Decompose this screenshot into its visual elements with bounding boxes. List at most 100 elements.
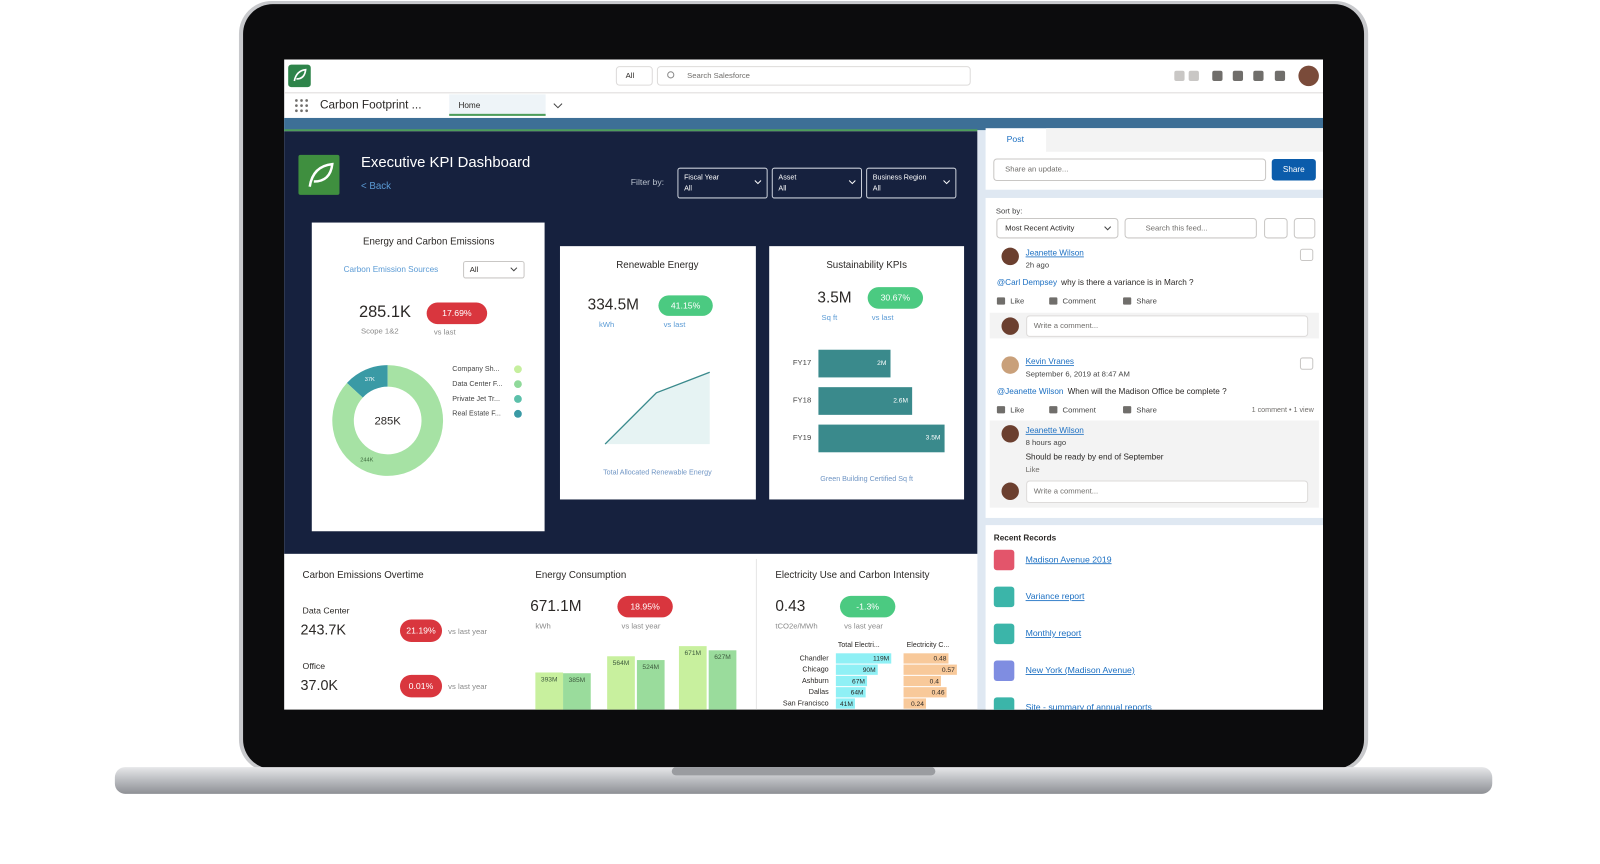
- action-label[interactable]: Comment: [1063, 297, 1097, 306]
- filter-select[interactable]: [771, 167, 863, 199]
- header-icon[interactable]: [1232, 70, 1244, 82]
- badge-sub: vs last: [872, 313, 895, 322]
- row-value: 243.7K: [301, 623, 347, 639]
- app-launcher-dot[interactable]: [295, 109, 298, 113]
- app-launcher-dot[interactable]: [300, 109, 303, 113]
- action-label[interactable]: Like: [1010, 297, 1024, 306]
- filter-button[interactable]: [1264, 217, 1288, 239]
- search-placeholder: Search Salesforce: [687, 71, 750, 80]
- badge-text: 41.15%: [671, 300, 701, 310]
- donut-segment: [346, 365, 388, 398]
- app-launcher-dot[interactable]: [305, 99, 308, 102]
- bar-label: 0.4: [930, 678, 940, 685]
- bar-label: 0.48: [933, 656, 946, 663]
- app-launcher-dot[interactable]: [295, 104, 298, 107]
- header-icon[interactable]: [1212, 70, 1223, 82]
- reply-text: Should be ready by end of September: [1026, 453, 1164, 462]
- row-name: Dallas: [809, 688, 829, 696]
- input-placeholder: Write a comment...: [1034, 321, 1098, 330]
- record-link[interactable]: Site - summary of annual reports: [1026, 702, 1153, 712]
- badge-sub: vs last: [664, 320, 687, 329]
- record-link[interactable]: Madison Avenue 2019: [1026, 554, 1112, 564]
- header-icon[interactable]: [1174, 70, 1185, 82]
- app-launcher-dot[interactable]: [295, 99, 298, 102]
- chevron: [510, 267, 518, 272]
- author-link[interactable]: Jeanette Wilson: [1026, 248, 1085, 257]
- filter-select[interactable]: [677, 167, 768, 199]
- action-label[interactable]: Like: [1010, 405, 1024, 414]
- feed-search[interactable]: [1124, 217, 1257, 239]
- sort-label: Sort by:: [996, 206, 1023, 215]
- select[interactable]: [463, 261, 525, 279]
- sort-value: Most Recent Activity: [1005, 224, 1074, 233]
- comment-input[interactable]: [1026, 315, 1309, 337]
- bar-category: FY17: [793, 358, 811, 367]
- bar: [903, 687, 947, 698]
- action-label[interactable]: Like: [1026, 465, 1040, 474]
- mention[interactable]: @Jeanette Wilson: [997, 387, 1064, 396]
- record-link[interactable]: Monthly report: [1026, 628, 1082, 638]
- action-label[interactable]: Share: [1136, 297, 1157, 306]
- avatar: [1001, 482, 1019, 500]
- action-label[interactable]: Comment: [1063, 405, 1097, 414]
- share-input[interactable]: [993, 158, 1267, 182]
- comment-input[interactable]: [1026, 480, 1309, 504]
- filter-label: Filter by:: [631, 177, 664, 187]
- share-button[interactable]: [1271, 158, 1316, 181]
- button-label: Share: [1283, 165, 1305, 174]
- app-name: Carbon Footprint ...: [320, 99, 422, 112]
- bar: [835, 675, 868, 687]
- donut-center: 285K: [375, 416, 402, 428]
- bar: [835, 687, 866, 698]
- record-icon: [993, 623, 1015, 645]
- bar-label: 0.24: [911, 701, 924, 708]
- menu-button[interactable]: [1299, 357, 1314, 370]
- menu-button[interactable]: [1299, 248, 1314, 262]
- badge: [399, 619, 443, 643]
- bar-label: 671M: [684, 650, 701, 657]
- action-icon: [996, 406, 1006, 414]
- publisher-tab[interactable]: Post: [1007, 134, 1025, 144]
- search-scope[interactable]: [615, 66, 653, 86]
- bar: [818, 349, 891, 378]
- record-icon: [993, 660, 1015, 681]
- nav-tab[interactable]: [449, 94, 546, 116]
- app-launcher-dot[interactable]: [300, 99, 303, 102]
- record-link[interactable]: Variance report: [1026, 591, 1085, 601]
- badge: [839, 595, 896, 618]
- badge-sub: vs last year: [448, 627, 487, 636]
- select-label: Carbon Emission Sources: [344, 265, 439, 274]
- app-launcher-dot[interactable]: [305, 109, 308, 113]
- bar-label: 67M: [852, 678, 865, 685]
- header-icon[interactable]: [1274, 70, 1286, 82]
- user-avatar[interactable]: [1298, 65, 1319, 87]
- bar: [903, 653, 949, 664]
- avatar: [1001, 356, 1019, 374]
- action-label[interactable]: Share: [1136, 405, 1157, 414]
- row-name: Ashburn: [802, 677, 829, 685]
- app-launcher-dot[interactable]: [305, 104, 308, 107]
- back-link[interactable]: < Back: [361, 181, 391, 192]
- app-launcher-dot[interactable]: [300, 104, 303, 107]
- badge-text: 0.01%: [409, 681, 434, 691]
- badge: [426, 302, 488, 325]
- logo-leaf: [308, 162, 334, 187]
- header-icon[interactable]: [1253, 70, 1264, 82]
- author-link[interactable]: Jeanette Wilson: [1026, 426, 1085, 435]
- search-box[interactable]: [656, 66, 971, 86]
- header-icon[interactable]: [1188, 70, 1199, 82]
- filter-select[interactable]: [866, 167, 957, 199]
- tab-underline: [449, 113, 546, 116]
- chevron: [1104, 226, 1112, 231]
- refresh-button[interactable]: [1293, 217, 1316, 239]
- mention[interactable]: @Carl Dempsey: [997, 278, 1058, 287]
- author-link[interactable]: Kevin Vranes: [1026, 357, 1074, 366]
- badge-text: 18.95%: [630, 601, 660, 611]
- tab-strip: [1046, 128, 1324, 152]
- badge-sub: vs last year: [622, 622, 661, 631]
- action-icon: [1123, 297, 1132, 305]
- sort-select[interactable]: [996, 217, 1119, 239]
- row-name: Office: [303, 661, 326, 671]
- record-link[interactable]: New York (Madison Avenue): [1026, 665, 1135, 675]
- app-logo[interactable]: [288, 64, 311, 88]
